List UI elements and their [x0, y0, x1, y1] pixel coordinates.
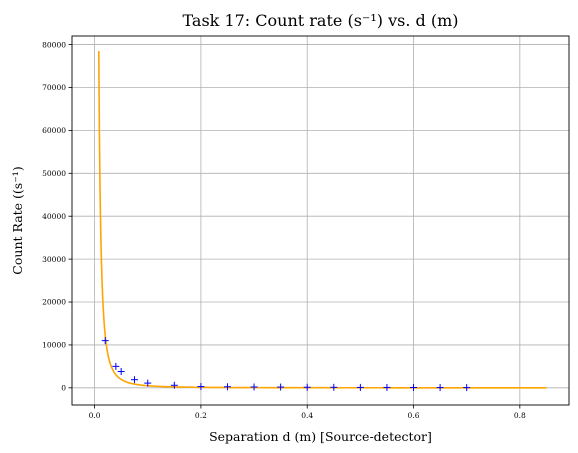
- data-point: [383, 383, 391, 391]
- fit-curve-layer: [97, 50, 547, 389]
- data-point: [130, 376, 138, 384]
- data-point: [144, 379, 152, 387]
- y-tick-label: 0: [61, 384, 66, 393]
- fit-curve: [97, 50, 547, 389]
- data-point: [463, 384, 471, 392]
- data-point: [112, 362, 120, 370]
- data-point: [117, 368, 125, 376]
- data-point: [356, 383, 364, 391]
- x-tick-label: 0.2: [195, 411, 207, 420]
- data-point: [170, 381, 178, 389]
- data-point: [410, 383, 418, 391]
- y-tick-label: 70000: [42, 83, 66, 92]
- grid-layer: [72, 36, 569, 405]
- data-point: [277, 383, 285, 391]
- x-tick-label: 0.8: [514, 411, 526, 420]
- ticks-layer: 0.0 0.2 0.4 0.6 0.8 0 10000 20000 30000 40000 5000…: [42, 40, 526, 420]
- data-points-layer: [101, 337, 471, 392]
- data-point: [101, 337, 109, 345]
- plot-frame: [71, 35, 570, 406]
- x-tick-label: 0.0: [89, 411, 101, 420]
- x-tick-label: 0.4: [301, 411, 313, 420]
- data-point: [250, 383, 258, 391]
- data-point: [303, 383, 311, 391]
- chart-title: Task 17: Count rate (s⁻¹) vs. d (m): [182, 11, 458, 30]
- data-point: [223, 383, 231, 391]
- y-tick-label: 80000: [42, 40, 66, 49]
- y-tick-label: 30000: [42, 255, 66, 264]
- data-point: [436, 384, 444, 392]
- y-tick-label: 40000: [42, 212, 66, 221]
- data-point: [330, 383, 338, 391]
- y-axis-label: Count Rate ((s⁻¹): [10, 166, 25, 274]
- x-axis-label: Separation d (m) [Source-detector]: [209, 429, 432, 444]
- y-tick-label: 10000: [42, 341, 66, 350]
- data-point: [197, 383, 205, 391]
- y-tick-label: 60000: [42, 126, 66, 135]
- y-tick-label: 20000: [42, 298, 66, 307]
- x-tick-label: 0.6: [408, 411, 420, 420]
- y-tick-label: 50000: [42, 169, 66, 178]
